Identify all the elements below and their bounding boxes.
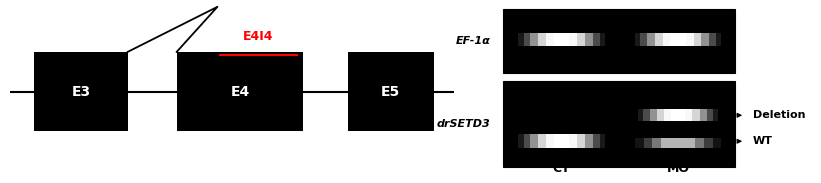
Bar <box>635 33 722 46</box>
Bar <box>524 135 599 148</box>
Bar <box>546 135 577 148</box>
Bar <box>518 33 605 46</box>
Bar <box>502 81 735 167</box>
Bar <box>530 33 593 46</box>
Bar <box>663 33 694 46</box>
Bar <box>635 138 722 148</box>
Text: Deletion: Deletion <box>753 110 805 120</box>
Text: E4: E4 <box>230 85 250 98</box>
Bar <box>348 52 433 131</box>
Bar <box>671 33 686 46</box>
Bar <box>518 135 605 148</box>
Bar <box>639 109 718 121</box>
Bar <box>553 135 569 148</box>
Text: EF-1α: EF-1α <box>456 36 491 46</box>
Bar <box>649 109 707 121</box>
Text: E4I4: E4I4 <box>243 30 273 43</box>
Bar <box>664 109 692 121</box>
Bar <box>502 9 735 74</box>
Text: E5: E5 <box>381 85 401 98</box>
Bar <box>652 138 704 148</box>
Bar <box>530 135 593 148</box>
Bar <box>34 52 128 131</box>
Text: WT: WT <box>753 136 773 146</box>
Text: drSETD3: drSETD3 <box>437 119 491 129</box>
Bar <box>655 33 701 46</box>
Bar <box>671 109 686 121</box>
Bar <box>644 138 713 148</box>
Bar <box>524 33 599 46</box>
Text: CT: CT <box>553 162 571 175</box>
Bar <box>546 33 577 46</box>
Text: MO: MO <box>667 162 690 175</box>
Bar <box>177 52 303 131</box>
Bar <box>539 33 585 46</box>
Bar <box>553 33 569 46</box>
Bar <box>657 109 699 121</box>
Text: E3: E3 <box>71 85 90 98</box>
Bar <box>539 135 585 148</box>
Bar <box>643 109 713 121</box>
Bar <box>661 138 695 148</box>
Bar <box>640 33 716 46</box>
Bar <box>647 33 709 46</box>
